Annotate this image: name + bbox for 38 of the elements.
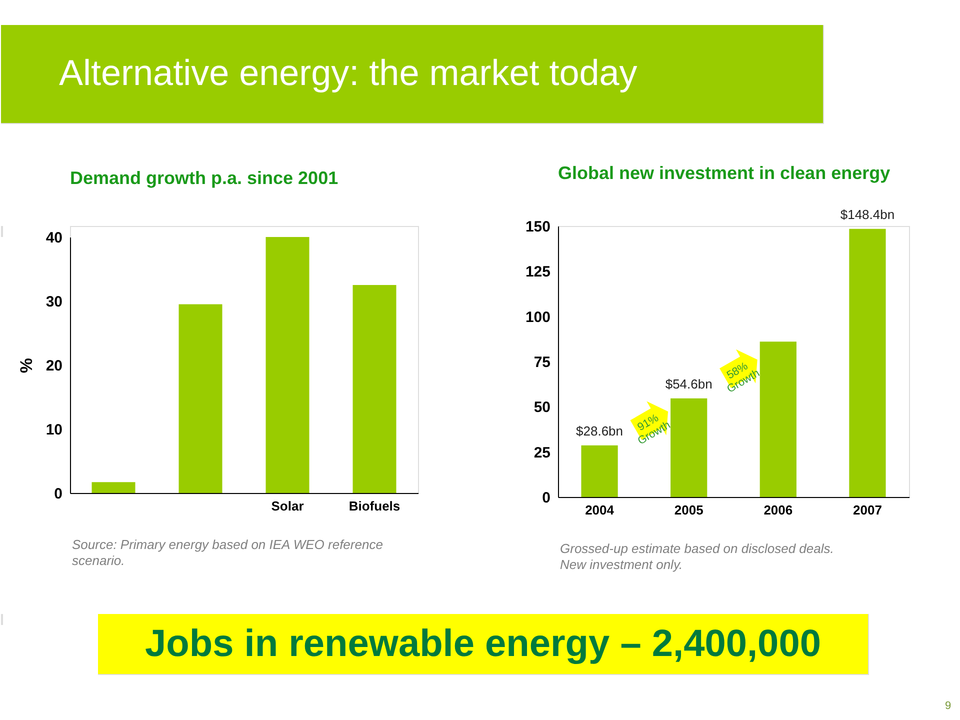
data-label: $148.4bn (840, 206, 895, 222)
x-tick-label: 2005 (674, 502, 704, 518)
y-tick-label: 150 (525, 218, 550, 236)
text: Jobs in renewable energy – 2,400,000 (145, 623, 821, 665)
text: Alternative energy: the market today (59, 52, 638, 93)
y-tick-label: 30 (46, 294, 62, 310)
bar (760, 342, 796, 497)
bar (266, 237, 310, 493)
data-label: $28.6bn (576, 423, 624, 438)
y-tick-label: 75 (534, 354, 550, 371)
y-tick-label: 10 (46, 422, 62, 438)
y-axis-title: % (16, 358, 36, 374)
y-tick-label: 50 (534, 399, 550, 416)
x-tick-label: Solar (271, 498, 304, 514)
x-tick-label: Biofuels (348, 498, 400, 514)
y-tick-label: 100 (525, 308, 550, 326)
y-tick-label: 40 (46, 230, 62, 246)
source-note: Source: Primary energy based on IEA WEO reference scenario. (72, 537, 383, 568)
chart-title: Demand growth p.a. since 2001 (70, 168, 338, 188)
bar (178, 304, 222, 493)
text: New investment only. (560, 557, 683, 572)
y-tick-label: 0 (54, 486, 62, 502)
chart-title: Global new investment in clean energy (558, 162, 890, 183)
x-tick-label: 2007 (853, 502, 882, 518)
bar (581, 445, 618, 497)
text: 9 (944, 700, 952, 712)
text: Grossed-up estimate based on disclosed deals. (560, 541, 834, 556)
x-tick-label: 2006 (764, 502, 793, 518)
y-tick-label: 25 (534, 444, 550, 462)
data-label: $54.6bn (665, 376, 712, 392)
bar (92, 482, 136, 493)
y-tick-label: 20 (46, 358, 62, 374)
y-tick-label: 0 (542, 490, 550, 506)
bar (352, 285, 396, 493)
bar (670, 398, 708, 497)
bar (849, 228, 886, 497)
x-tick-label: 2004 (585, 502, 615, 518)
y-tick-label: 125 (525, 264, 550, 281)
